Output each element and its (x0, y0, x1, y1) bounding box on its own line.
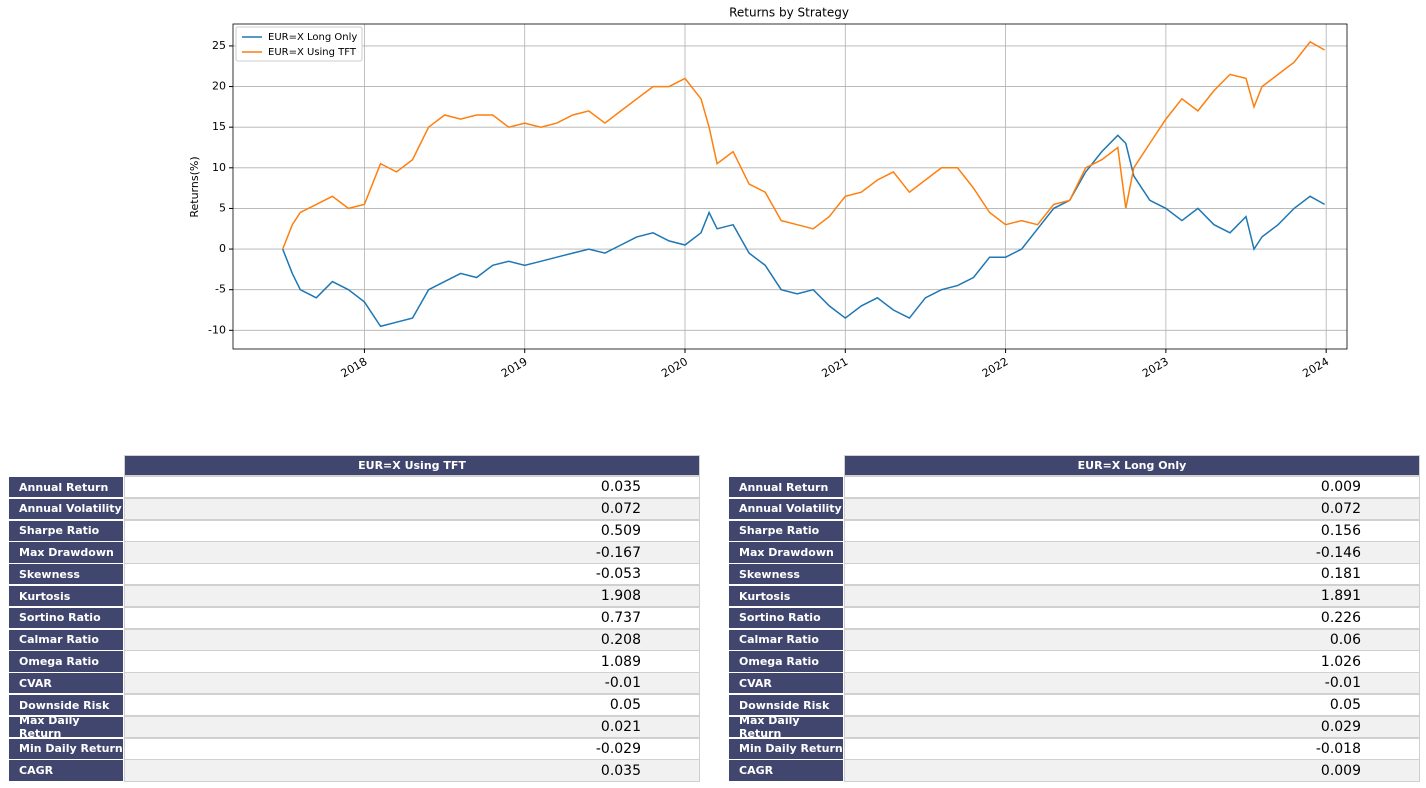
x-tick-label: 2021 (820, 355, 851, 380)
row-label: Sortino Ratio (728, 606, 844, 630)
row-value: -0.01 (124, 672, 700, 695)
legend-box (235, 26, 363, 62)
row-value: 1.026 (844, 650, 1420, 673)
row-label: Max Drawdown (8, 541, 124, 564)
row-label: Annual Volatility (8, 497, 124, 521)
row-value: 0.208 (124, 628, 700, 651)
row-label: Min Daily Return (8, 737, 124, 760)
y-tick-label: -5 (215, 283, 226, 296)
x-tick-label: 2022 (980, 355, 1011, 380)
series-line (282, 40, 1325, 250)
y-tick-label: 20 (212, 80, 226, 93)
y-tick-label: -10 (208, 323, 226, 336)
y-tick-label: 5 (219, 201, 226, 214)
row-label: Sharpe Ratio (728, 519, 844, 542)
row-label: Max Daily Return (8, 714, 124, 740)
row-label: Max Drawdown (728, 541, 844, 564)
row-label: Kurtosis (8, 585, 124, 608)
row-label: Omega Ratio (8, 650, 124, 673)
row-value: -0.018 (844, 737, 1420, 760)
y-tick-label: 25 (212, 39, 226, 52)
row-value: 0.181 (844, 563, 1420, 586)
row-label: CAGR (728, 759, 844, 782)
legend-label: EUR=X Long Only (268, 32, 357, 43)
row-value: 0.05 (124, 694, 700, 717)
row-value: 0.737 (124, 606, 700, 630)
row-value: 0.035 (124, 476, 700, 499)
row-value: -0.167 (124, 541, 700, 564)
row-label: Downside Risk (728, 694, 844, 717)
chart: Returns by Strategy Returns(%) -10 -5 0 5 10… (188, 6, 1348, 380)
row-label: CVAR (728, 672, 844, 695)
y-axis-label: Returns(%) (188, 156, 201, 217)
x-tick-label: 2019 (499, 355, 530, 380)
row-value: 1.089 (124, 650, 700, 673)
table-header: EUR=X Long Only (844, 455, 1420, 476)
x-tick-label: 2023 (1140, 355, 1171, 380)
row-label: Annual Return (8, 476, 124, 499)
row-label: Sharpe Ratio (8, 519, 124, 542)
y-tick-label: 10 (212, 161, 226, 174)
row-value: 0.226 (844, 606, 1420, 630)
row-value: 0.009 (844, 476, 1420, 499)
row-label: Annual Volatility (728, 497, 844, 521)
y-tick-label: 0 (219, 242, 226, 255)
row-label: Sortino Ratio (8, 606, 124, 630)
row-value: 1.908 (124, 585, 700, 608)
x-tick-label: 2020 (659, 355, 690, 380)
row-label: CVAR (8, 672, 124, 695)
x-tick-label: 2024 (1300, 355, 1331, 380)
row-label: Skewness (8, 563, 124, 586)
row-value: 0.05 (844, 694, 1420, 717)
row-value: -0.01 (844, 672, 1420, 695)
row-value: 0.072 (844, 497, 1420, 521)
y-tick-label: 15 (212, 120, 226, 133)
row-value: 1.891 (844, 585, 1420, 608)
row-value: -0.146 (844, 541, 1420, 564)
row-value: 0.021 (124, 715, 700, 739)
row-label: Downside Risk (8, 694, 124, 717)
row-value: 0.029 (844, 715, 1420, 739)
row-label: Calmar Ratio (8, 628, 124, 651)
row-value: 0.072 (124, 497, 700, 521)
chart-title: Returns by Strategy (729, 6, 849, 20)
row-value: 0.035 (124, 759, 700, 782)
row-value: 0.06 (844, 628, 1420, 651)
row-label: Max Daily Return (728, 714, 844, 740)
row-value: 0.156 (844, 519, 1420, 542)
row-value: -0.029 (124, 737, 700, 760)
row-label: Kurtosis (728, 585, 844, 608)
row-label: CAGR (8, 759, 124, 782)
legend-label: EUR=X Using TFT (268, 47, 357, 58)
row-label: Omega Ratio (728, 650, 844, 673)
row-value: 0.009 (844, 759, 1420, 782)
plot-frame (232, 23, 1348, 350)
series-line (282, 134, 1325, 328)
table-header: EUR=X Using TFT (124, 455, 700, 476)
x-tick-label: 2018 (339, 355, 370, 380)
row-value: -0.053 (124, 563, 700, 586)
row-label: Skewness (728, 563, 844, 586)
row-label: Min Daily Return (728, 737, 844, 760)
row-label: Calmar Ratio (728, 628, 844, 651)
row-label: Annual Return (728, 476, 844, 499)
row-value: 0.509 (124, 519, 700, 542)
